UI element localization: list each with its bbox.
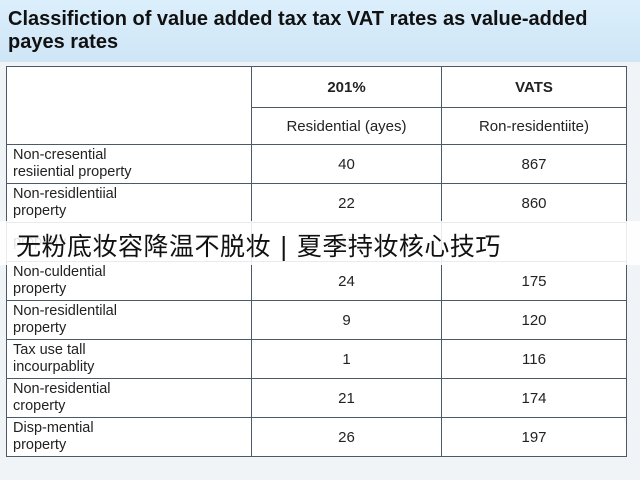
caption-overlay-band: 无粉底妆容降温不脱妆 | 夏季持妆核心技巧 [0, 221, 640, 265]
table-row: Non-culdential property 24 175 [6, 261, 627, 301]
subheader-col2: Residential (ayes) [251, 107, 442, 145]
row-value-residential: 40 [251, 144, 442, 184]
subheader-col3: Ron-residentiite) [441, 107, 627, 145]
caption-overlay-text: 无粉底妆容降温不脱妆 | 夏季持妆核心技巧 [16, 232, 501, 261]
row-value-nonresidential: 867 [441, 144, 627, 184]
header-corner-cell [6, 66, 252, 145]
table-row: Disp-mential property 26 197 [6, 417, 627, 457]
row-label-line2: incourpablity [13, 359, 95, 375]
row-value-nonresidential: 174 [441, 378, 627, 418]
table-row: Non-cresential resiiential property 40 86… [6, 144, 627, 184]
row-label-line2: property [13, 437, 67, 453]
row-label: Non-culdential property [6, 261, 252, 301]
row-label: Non-residlentilal property [6, 300, 252, 340]
title-band [0, 0, 640, 62]
row-label-line1: Non-residential [13, 381, 111, 397]
row-value-nonresidential: 120 [441, 300, 627, 340]
row-label-line2: property [13, 281, 67, 297]
row-label-line2: croperty [13, 398, 66, 414]
header-row-1: 201% VATS [6, 66, 627, 145]
row-label: Disp-mential property [6, 417, 252, 457]
row-label-line1: Non-residlentilal [13, 303, 117, 319]
row-label: Non-residlentiial property [6, 183, 252, 223]
row-value-nonresidential: 860 [441, 183, 627, 223]
row-label-line2: resiiential property [13, 164, 132, 180]
row-label-line1: Non-culdential [13, 264, 106, 280]
row-value-nonresidential: 116 [441, 339, 627, 379]
row-label-line1: Non-residlentiial [13, 186, 117, 202]
header-col3: VATS [441, 66, 627, 108]
row-value-nonresidential: 197 [441, 417, 627, 457]
row-value-residential: 9 [251, 300, 442, 340]
header-row-2: Residential (ayes) Ron-residentiite) [7, 107, 627, 145]
row-label: Non-residential croperty [6, 378, 252, 418]
row-value-residential: 21 [251, 378, 442, 418]
table-row: Non-residlentiial property 22 860 [6, 183, 627, 223]
row-label-line2: property [13, 320, 67, 336]
row-label-line1: Tax use tall [13, 342, 86, 358]
row-value-residential: 26 [251, 417, 442, 457]
row-label-line1: Non-cresential [13, 147, 107, 163]
row-value-nonresidential: 175 [441, 261, 627, 301]
table-row: Tax use tall incourpablity 1 116 [6, 339, 627, 379]
row-label: Non-cresential resiiential property [6, 144, 252, 184]
row-value-residential: 22 [251, 183, 442, 223]
row-value-residential: 1 [251, 339, 442, 379]
header-col2: 201% [251, 66, 442, 108]
table-row: Non-residlentilal property 9 120 [6, 300, 627, 340]
row-label-line1: Disp-mential [13, 420, 94, 436]
page-title: Classifiction of value added tax tax VAT… [8, 8, 588, 53]
row-label: Tax use tall incourpablity [6, 339, 252, 379]
row-label-line2: property [13, 203, 67, 219]
table-row: Non-residential croperty 21 174 [6, 378, 627, 418]
row-value-residential: 24 [251, 261, 442, 301]
